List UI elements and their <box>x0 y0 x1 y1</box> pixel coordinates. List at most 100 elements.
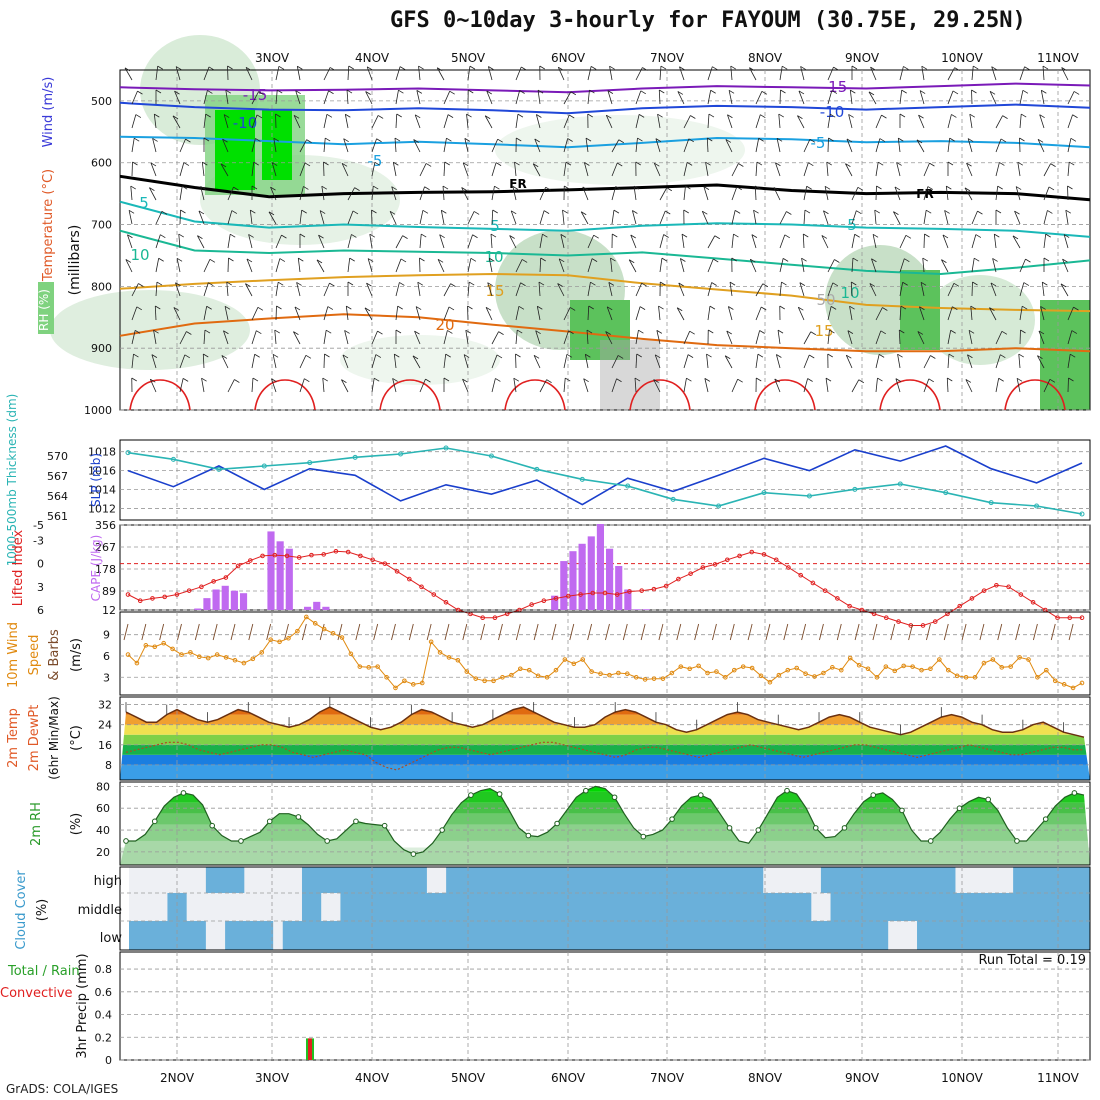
wind-barb-flag <box>800 66 806 70</box>
wind-barb-flag <box>803 233 809 238</box>
wind-barb <box>418 66 421 81</box>
wind-barb-flag <box>131 377 137 382</box>
wind10-barb <box>373 623 379 641</box>
wind-barb-flag <box>492 209 498 214</box>
wind-barb <box>155 258 160 273</box>
wind-barb-flag <box>948 353 955 358</box>
wind-barb-flag <box>997 185 1003 190</box>
wind-barb-flag <box>268 211 275 216</box>
wind-barb-flag <box>365 91 371 95</box>
wind-barb-flag <box>329 282 335 287</box>
wind-barb <box>731 379 739 393</box>
wind-barb <box>149 187 157 201</box>
temp-y-label-a: 2m Temp <box>6 708 21 768</box>
wind-barb-flag <box>272 353 279 358</box>
contour-label: 15 <box>485 282 504 300</box>
cloud-clear-high <box>129 867 206 893</box>
dewpoint-line <box>125 741 1084 771</box>
date-label-top: 6NOV <box>551 51 586 65</box>
wind10-barb <box>908 623 914 641</box>
wind-barb <box>635 353 638 369</box>
wind-barb-flag <box>443 377 450 382</box>
cape-bar <box>276 541 284 610</box>
wind-barb-flag <box>918 114 924 119</box>
wind-barb-flag <box>894 186 901 191</box>
wind-barb-flag <box>851 281 857 286</box>
temp-band <box>120 764 1090 780</box>
wind-barb-flag <box>488 66 494 70</box>
wind-barb-flag <box>799 282 806 286</box>
wind-barb <box>223 114 229 129</box>
temp-band <box>120 724 1090 735</box>
rh2m-point <box>956 805 963 812</box>
date-label-top: 4NOV <box>355 51 390 65</box>
wind-barb-flag <box>944 210 950 214</box>
rh2m-point <box>1071 790 1078 796</box>
wind-barb-flag <box>1000 138 1007 143</box>
wind-barb-flag <box>327 306 334 310</box>
wind-barb <box>323 114 328 129</box>
cape-bar <box>551 595 559 610</box>
li-point <box>480 615 485 621</box>
wind-barb-flag <box>613 209 620 214</box>
wind-barb <box>323 67 331 81</box>
li-point <box>969 596 975 601</box>
wind-barb <box>179 162 185 177</box>
wind-barb <box>395 258 402 273</box>
wind-barb-flag <box>125 259 132 263</box>
wind-barb-flag <box>582 186 588 191</box>
wind10-barb <box>319 623 325 641</box>
wind-barb-flag <box>175 282 181 287</box>
li-point <box>920 623 926 628</box>
cape-y-tick: 356 <box>95 519 116 532</box>
wind10-point <box>589 669 594 674</box>
isotherm-line <box>119 200 1091 238</box>
rh2m-point <box>525 832 532 839</box>
wind-barb-flag <box>845 163 851 167</box>
wind10-barb <box>890 623 896 641</box>
wind-barb-flag <box>172 115 179 120</box>
cape-bar <box>569 551 577 610</box>
wind-barb-flag <box>135 114 142 118</box>
wind-barb-flag <box>225 89 232 94</box>
wind-barb-flag <box>798 90 805 95</box>
wind-barb <box>175 66 181 81</box>
wind-barb-flag <box>952 306 958 311</box>
wind10-point <box>687 666 693 672</box>
wind-barb-flag <box>389 210 396 215</box>
wind-barb <box>510 210 517 225</box>
wind-barb-flag <box>607 306 613 311</box>
wind-barb-flag <box>158 257 164 262</box>
wind-barb-flag <box>564 185 570 190</box>
wind-barb <box>779 211 787 225</box>
wind-barb-flag <box>535 330 541 335</box>
li-point <box>663 583 669 589</box>
rh2m-point <box>755 827 762 833</box>
wind-barb <box>967 138 973 153</box>
wind-barb-flag <box>893 211 899 215</box>
wind-barb-flag <box>343 138 349 143</box>
wind10-point <box>170 646 175 652</box>
wind10-point <box>259 650 265 655</box>
wind-barb <box>659 258 663 273</box>
precip-y-tick: 0.2 <box>95 1031 113 1044</box>
wind10-point <box>366 665 372 670</box>
wind-barb-flag <box>395 329 402 334</box>
wind-barb-flag <box>615 186 621 190</box>
wind-barb <box>436 67 445 81</box>
wind-barb <box>439 234 445 249</box>
slp-series-line <box>127 445 1083 506</box>
wind-barb-flag <box>472 234 478 239</box>
wind-barb-flag <box>638 329 644 334</box>
wind-barb <box>1019 258 1026 273</box>
wind-barb <box>875 162 879 177</box>
wind-barb <box>150 162 157 177</box>
wind-barb <box>537 90 541 105</box>
wind-barb-flag <box>970 305 976 310</box>
wind-barb <box>389 211 397 225</box>
li-point <box>639 588 644 593</box>
wind-barb-flag <box>635 161 641 166</box>
wind-barb <box>775 162 781 177</box>
wind-barb-flag <box>354 187 360 191</box>
isotherm-line <box>119 272 1091 313</box>
